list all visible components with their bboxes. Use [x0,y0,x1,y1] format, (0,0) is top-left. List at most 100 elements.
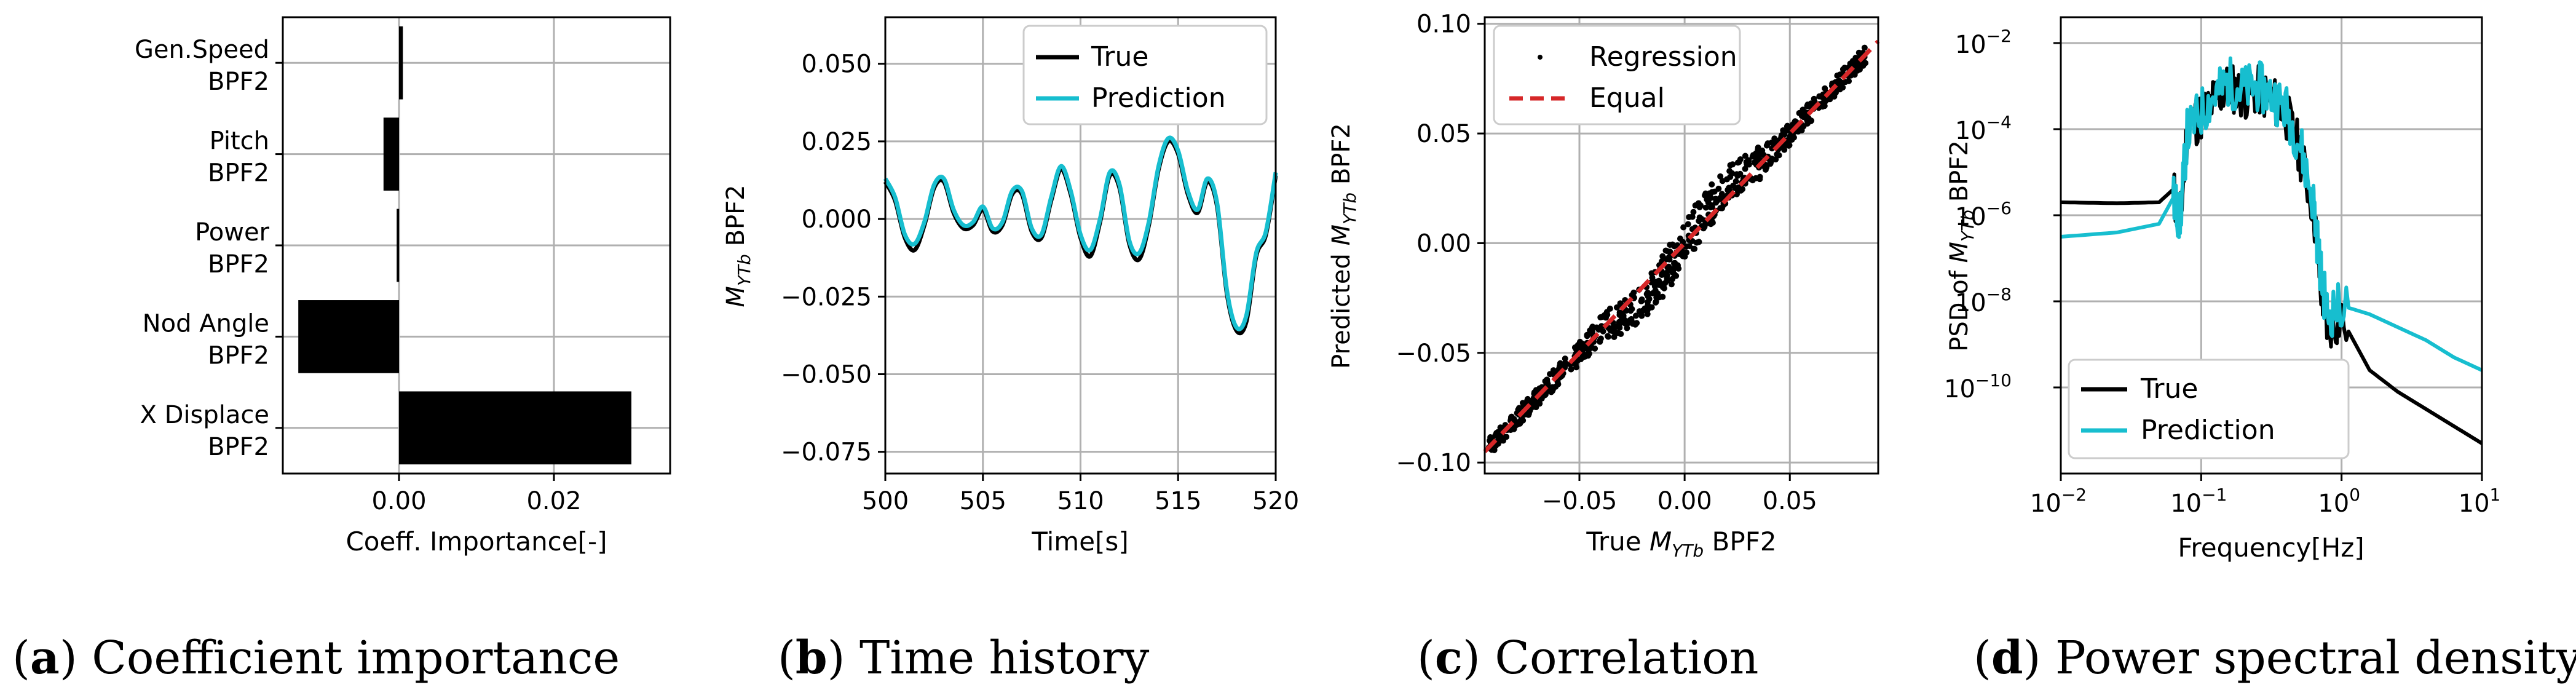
panel-c-regression-point [1563,361,1570,368]
panel-c-regression-point [1743,159,1750,165]
panel-b-y-sub: YTb [734,254,754,286]
panel-c-regression-point [1645,293,1651,299]
panel-c-regression-point [1562,355,1568,362]
caption-d-letter: d [1991,632,2023,684]
panel-c-y-tick-label: 0.05 [1416,120,1471,148]
panel-c-x-suffix: BPF2 [1704,526,1776,557]
panel-a-bar [298,300,399,373]
panel-b-x-tick-label: 500 [862,487,909,515]
panel-b-y-tick-label: −0.025 [781,283,872,311]
panel-c-regression-point [1768,159,1774,165]
panel-c-plot-frame [1484,16,1879,475]
panel-d-series-prediction-line [2060,56,2483,372]
panel-b-legend-true-label: True [1091,41,1148,73]
panel-a-category-label: BPF2 [208,433,269,461]
panel-c-regression-point [1648,304,1655,311]
panel-c-regression-point [1603,314,1610,321]
panel-c-regression-point [1796,109,1803,116]
panel-c-regression-point [1653,294,1660,301]
panel-c-regression-point [1737,170,1744,177]
panel-c-regression-point [1701,223,1708,230]
panel-c-regression-point [1691,245,1698,252]
panel-c-regression-point [1503,434,1510,440]
caption-a: (a) Coefficient importance [12,632,620,684]
panel-c-regression-point [1662,256,1669,263]
panel-d-y-axis-label: PSD of MYTb BPF2 [1945,140,1978,352]
panel-c-regression-point [1597,314,1604,321]
panel-b-x-tick-label: 505 [960,487,1006,515]
panel-a-x-tick-label: 0.00 [371,487,426,515]
panel-d-y-tick-exponent: −8 [1986,284,2012,304]
panel-c-regression-point [1514,421,1521,427]
panel-c-regression-point [1656,277,1662,284]
panel-d-y-tick-exponent: −10 [1975,370,2012,391]
panel-c-regression-point [1715,185,1722,192]
panel-c-regression-point [1734,159,1741,166]
panel-c-regression-point [1671,271,1678,278]
panel-c-regression-point [1632,312,1639,319]
panel-c-regression-point [1819,92,1826,99]
panel-d-y-var: M [1945,242,1973,263]
panel-c-y-axis-label: Predicted MYTb BPF2 [1327,123,1360,369]
panel-b-x-tick-label: 520 [1252,487,1299,515]
panel-d-y-prefix: PSD of [1945,263,1973,351]
panel-c-regression-point [1605,333,1611,339]
panel-b-series-prediction-line [883,135,1278,331]
panel-c-regression-point [1584,346,1591,353]
panel-b-x-axis-label: Time[s] [1031,526,1128,557]
panel-a-x-axis-label: Coeff. Importance[-] [346,526,607,557]
panel-b-y-tick-label: 0.025 [801,128,872,156]
panel-a-category-label: Power [195,218,269,247]
panel-c-regression-point [1729,170,1736,176]
panel-b-legend-box [1022,25,1268,125]
panel-d-legend-box [2068,359,2350,459]
panel-c-legend-regression-swatch [1538,55,1543,60]
panel-c-x-prefix: True [1586,526,1650,557]
panel-c-regression-point [1755,144,1761,151]
panel-a-category-label: BPF2 [208,159,269,188]
panel-c-regression-point [1742,153,1748,159]
panel-c-regression-point [1756,173,1763,180]
panel-c-y-var: M [1327,224,1356,246]
panel-b-x-tick-label: 515 [1155,487,1201,515]
panel-c-regression-point [1787,133,1793,140]
panel-c-y-sub: YTb [1340,192,1360,224]
panel-a-coefficient-importance: Gen.Speed BPF2 Pitch BPF2 Power BPF2 Nod Angle… [135,16,671,557]
panel-c-regression-point [1723,176,1730,183]
panel-a-bar [399,391,631,465]
panel-c-regression-point [1598,323,1605,330]
panel-c-regression-point [1686,243,1693,250]
panel-c-regression-point [1664,272,1670,279]
panel-c-regression-point [1717,205,1724,212]
panel-d-y-tick-exponent: −4 [1986,112,2012,132]
panel-c-regression-point [1624,320,1631,327]
panel-c-regression-point [1696,204,1703,210]
panel-c-regression-point [1836,86,1843,93]
panel-c-y-prefix: Predicted [1327,245,1356,369]
panel-c-y-tick-label: −0.05 [1396,339,1471,368]
panel-d-plot-frame [2060,16,2483,475]
panel-c-regression-point [1620,312,1627,319]
panel-b-y-tick-label: 0.050 [801,50,872,79]
panel-c-regression-point [1672,260,1678,266]
panel-c-regression-point [1834,72,1841,79]
panel-c-regression-point [1659,293,1666,300]
panel-c-regression-point [1546,387,1553,394]
panel-d-x-axis-label: Frequency[Hz] [2178,533,2364,563]
panel-c-regression-point [1838,79,1844,85]
panel-c-regression-point [1670,266,1677,273]
panel-a-bar [399,26,403,100]
panel-d-x-tick-exponent: 0 [2349,485,2360,505]
panel-c-regression-point [1623,307,1630,314]
panel-c-regression-point [1862,60,1869,66]
panel-c-y-tick-label: 0.00 [1416,229,1471,258]
panel-c-regression-point [1702,204,1709,211]
caption-c-text: Correlation [1480,632,1759,684]
panel-c-regression-point [1638,296,1645,303]
panel-c-regression-point [1547,371,1554,378]
panel-c-regression-point [1498,437,1504,443]
panel-c-regression-point [1709,189,1716,196]
panel-b-y-axis-label: MYTb BPF2 [722,184,754,307]
panel-a-category-label: Pitch [210,127,269,156]
panel-c-regression-point [1573,364,1579,371]
